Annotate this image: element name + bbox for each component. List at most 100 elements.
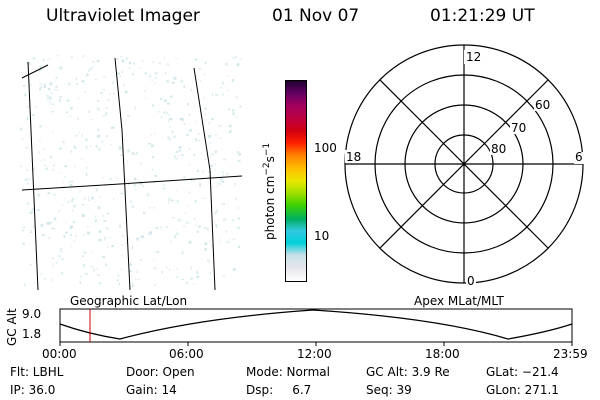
speckle-pixel — [223, 158, 227, 161]
speckle-pixel — [172, 217, 175, 219]
speckle-pixel — [126, 242, 128, 244]
speckle-pixel — [89, 68, 92, 70]
speckle-pixel — [239, 105, 242, 108]
speckle-pixel — [236, 115, 238, 119]
map-edge-line — [21, 64, 49, 79]
speckle-pixel — [216, 185, 218, 187]
speckle-pixel — [84, 90, 86, 93]
speckle-pixel — [47, 88, 51, 91]
speckle-pixel — [47, 237, 51, 239]
speckle-pixel — [73, 204, 76, 208]
speckle-pixel — [166, 80, 170, 83]
speckle-pixel — [71, 225, 73, 228]
speckle-pixel — [194, 199, 197, 203]
speckle-pixel — [84, 83, 86, 85]
speckle-pixel — [193, 153, 196, 157]
speckle-pixel — [90, 265, 92, 268]
speckle-pixel — [142, 185, 144, 188]
dsp-readout: Dsp: 6.7 — [246, 383, 312, 397]
speckle-pixel — [43, 85, 46, 88]
speckle-pixel — [121, 254, 123, 257]
speckle-pixel — [198, 225, 201, 228]
speckle-pixel — [56, 55, 59, 57]
speckle-pixel — [204, 242, 207, 246]
speckle-pixel — [78, 132, 80, 134]
speckle-pixel — [132, 282, 134, 285]
speckle-pixel — [81, 134, 83, 137]
speckle-pixel — [64, 176, 66, 178]
speckle-pixel — [98, 147, 101, 151]
speckle-pixel — [98, 206, 101, 209]
speckle-pixel — [30, 231, 33, 233]
polar-diagonal-2 — [379, 79, 549, 249]
speckle-pixel — [131, 73, 135, 76]
speckle-pixel — [183, 225, 185, 228]
speckle-pixel — [111, 245, 114, 248]
speckle-pixel — [48, 101, 51, 104]
speckle-pixel — [23, 84, 25, 87]
speckle-pixel — [102, 115, 106, 117]
speckle-pixel — [36, 209, 40, 211]
speckle-pixel — [55, 85, 58, 88]
speckle-pixel — [223, 218, 226, 221]
speckle-pixel — [156, 251, 160, 253]
speckle-pixel — [190, 277, 193, 280]
speckle-pixel — [188, 191, 191, 193]
speckle-pixel — [103, 75, 106, 78]
speckle-pixel — [92, 65, 94, 69]
speckle-pixel — [209, 278, 211, 281]
speckle-pixel — [62, 141, 65, 144]
speckle-pixel — [95, 188, 98, 192]
speckle-pixel — [210, 164, 213, 167]
speckle-pixel — [203, 226, 207, 230]
speckle-pixel — [58, 255, 61, 258]
speckle-pixel — [231, 79, 234, 82]
speckle-pixel — [32, 208, 34, 211]
speckle-pixel — [93, 268, 95, 272]
speckle-pixel — [56, 89, 58, 91]
speckle-pixel — [203, 96, 205, 100]
speckle-pixel — [131, 205, 134, 208]
speckle-pixel — [91, 196, 94, 200]
speckle-pixel — [69, 226, 72, 230]
speckle-pixel — [167, 119, 170, 123]
speckle-pixel — [50, 155, 53, 159]
speckle-pixel — [188, 241, 192, 244]
speckle-pixel — [87, 226, 89, 228]
speckle-pixel — [47, 192, 51, 195]
speckle-pixel — [126, 57, 128, 60]
speckle-pixel — [113, 93, 115, 96]
speckle-pixel — [46, 222, 50, 225]
mlt-label-left: 18 — [346, 150, 361, 164]
speckle-pixel — [35, 239, 38, 243]
speckle-pixel — [136, 237, 139, 241]
speckle-pixel — [161, 271, 163, 274]
speckle-pixel — [47, 58, 50, 60]
mlt-label-right: 6 — [575, 150, 583, 164]
speckle-pixel — [232, 112, 235, 116]
speckle-pixel — [76, 197, 78, 199]
speckle-pixel — [118, 146, 122, 150]
speckle-pixel — [133, 63, 135, 65]
speckle-pixel — [50, 92, 52, 95]
speckle-pixel — [165, 226, 169, 228]
speckle-pixel — [198, 133, 201, 135]
speckle-pixel — [105, 263, 108, 267]
speckle-pixel — [100, 92, 104, 94]
speckle-pixel — [96, 60, 100, 63]
speckle-pixel — [98, 230, 102, 233]
speckle-pixel — [159, 98, 163, 100]
speckle-pixel — [164, 72, 166, 75]
speckle-pixel — [232, 56, 235, 59]
speckle-pixel — [163, 111, 166, 114]
speckle-pixel — [196, 230, 199, 233]
speckle-pixel — [60, 248, 62, 251]
speckle-pixel — [196, 271, 198, 274]
mlt-label-bottom: 0 — [467, 274, 475, 288]
speckle-pixel — [167, 136, 170, 139]
speckle-pixel — [32, 114, 35, 117]
speckle-pixel — [201, 197, 205, 199]
speckle-pixel — [183, 85, 185, 88]
speckle-pixel — [53, 89, 56, 91]
speckle-pixel — [29, 83, 32, 87]
